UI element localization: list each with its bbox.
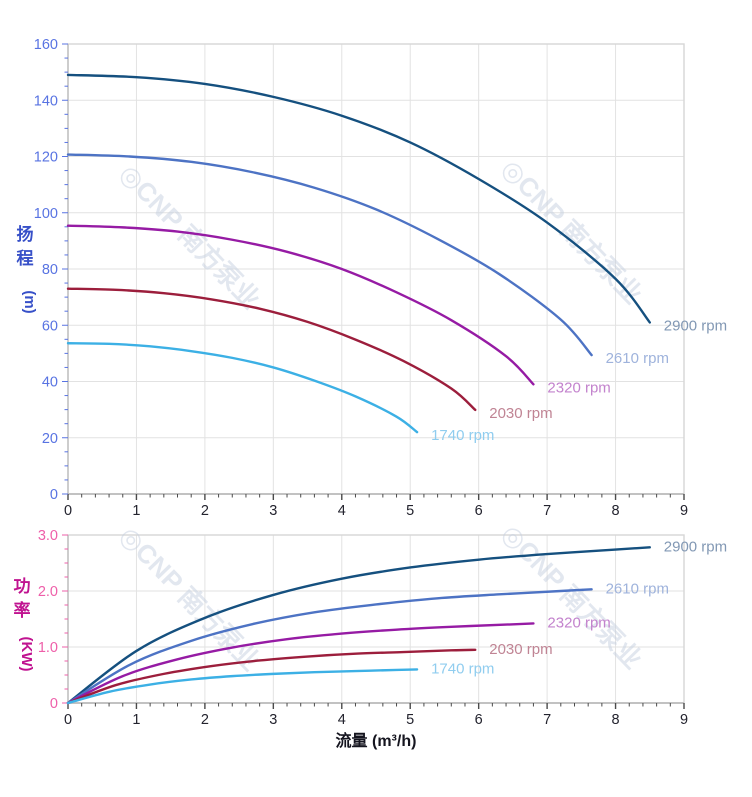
curve-2320-rpm (66, 224, 535, 386)
y-tick-label: 120 (34, 150, 58, 166)
x-tick-label: 5 (406, 712, 414, 728)
x-tick-label: 8 (612, 503, 620, 519)
y-tick-label: 140 (34, 93, 58, 109)
x-tick-label: 7 (543, 712, 551, 728)
curve-2030-rpm (66, 648, 477, 705)
y-axis-title-unit: (KW) (18, 637, 35, 672)
x-tick-label: 3 (269, 712, 277, 728)
x-tick-label: 2 (201, 503, 209, 519)
curve-label-2900-rpm: 2900 rpm (664, 538, 727, 555)
y-tick-label: 100 (34, 206, 58, 222)
x-tick-label: 2 (201, 712, 209, 728)
x-axis-title: 流量 (m³/h) (336, 731, 417, 750)
y-tick-label: 3.0 (38, 528, 58, 544)
y-tick-label: 80 (42, 262, 58, 278)
curve-2030-rpm (66, 287, 477, 412)
x-tick-label: 4 (338, 712, 346, 728)
head-curves: 2900 rpm 2610 rpm 2320 rpm 2030 rpm 1740 rpm (66, 73, 727, 444)
x-tick-label: 1 (132, 503, 140, 519)
y-axis-title-char: 率 (14, 600, 31, 620)
x-tick-label: 5 (406, 503, 414, 519)
x-tick-label: 0 (64, 712, 72, 728)
curve-1740-rpm (66, 668, 419, 705)
curve-label-2320-rpm: 2320 rpm (547, 379, 610, 396)
x-tick-label: 9 (680, 503, 688, 519)
x-tick-label: 3 (269, 503, 277, 519)
head-chart-axes: 0 1 2 3 4 5 6 7 8 9 0 20 40 60 80 100 120 140 160 扬程 (m) (17, 37, 689, 519)
curve-label-1740-rpm: 1740 rpm (431, 427, 494, 444)
x-tick-label: 1 (132, 712, 140, 728)
watermark-layer: ◎CNP 南方泵业 ◎CNP 南方泵业◎CNP 南方泵业 ◎CNP 南方泵业 (114, 153, 648, 676)
curves-layer: 2900 rpm 2610 rpm 2320 rpm 2030 rpm 1740 rpm… (66, 73, 727, 705)
curve-label-2610-rpm: 2610 rpm (606, 580, 669, 597)
curve-2610-rpm (66, 588, 593, 705)
y-tick-label: 20 (42, 431, 58, 447)
y-tick-label: 0 (50, 696, 58, 712)
x-tick-label: 0 (64, 503, 72, 519)
curve-2610-rpm (66, 153, 593, 357)
y-tick-label: 1.0 (38, 640, 58, 656)
curve-2900-rpm (66, 73, 651, 324)
curve-label-2320-rpm: 2320 rpm (547, 614, 610, 631)
power-chart-axes: 0 1 2 3 4 5 6 7 8 9 0 1.0 2.0 3.0 功率 (KW) 流量 (m³/h) (14, 528, 689, 750)
y-tick-label: 60 (42, 318, 58, 334)
y-tick-label: 160 (34, 37, 58, 53)
x-tick-label: 7 (543, 503, 551, 519)
curve-label-2030-rpm: 2030 rpm (489, 405, 552, 422)
x-tick-label: 6 (475, 503, 483, 519)
curve-label-2610-rpm: 2610 rpm (606, 350, 669, 367)
y-axis-title-unit: (m) (21, 290, 38, 313)
curve-2900-rpm (66, 546, 651, 705)
x-tick-label: 8 (612, 712, 620, 728)
curve-label-1740-rpm: 1740 rpm (431, 660, 494, 677)
y-tick-label: 0 (50, 487, 58, 503)
y-axis-title-char: 扬 (17, 224, 34, 244)
curve-label-2030-rpm: 2030 rpm (489, 641, 552, 658)
y-tick-label: 40 (42, 375, 58, 391)
y-axis-title-char: 程 (17, 249, 34, 268)
power-curves: 2900 rpm 2610 rpm 2320 rpm 2030 rpm 1740 rpm (66, 538, 727, 705)
y-axis-title-char: 功 (14, 577, 31, 596)
x-tick-label: 4 (338, 503, 346, 519)
curve-1740-rpm (66, 342, 419, 434)
x-tick-label: 9 (680, 712, 688, 728)
y-tick-label: 2.0 (38, 584, 58, 600)
curve-2320-rpm (66, 622, 535, 705)
curve-label-2900-rpm: 2900 rpm (664, 317, 727, 334)
x-tick-label: 6 (475, 712, 483, 728)
